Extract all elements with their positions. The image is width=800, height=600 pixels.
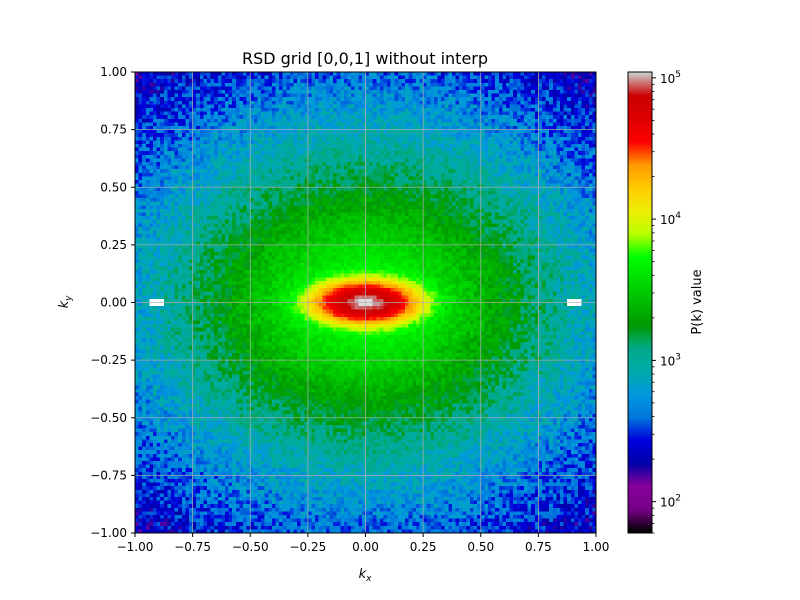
x-tick-label: 1.00 <box>583 540 610 554</box>
y-tick-label: −0.50 <box>90 411 127 425</box>
colorbar: 102 103 104 105 P(k) value <box>627 70 705 534</box>
x-tick-label: 0.75 <box>525 540 552 554</box>
colorbar-tick-label: 104 <box>660 211 681 227</box>
x-tick-label: 0.25 <box>410 540 437 554</box>
x-tick-label: −0.25 <box>289 540 326 554</box>
x-tick-label: −0.50 <box>232 540 269 554</box>
x-axis: −1.00 −0.75 −0.50 −0.25 0.00 0.25 0.50 0.75 1.00 <box>117 533 610 554</box>
y-tick-label: 0.75 <box>100 123 127 137</box>
colorbar-gradient <box>628 72 652 533</box>
colorbar-frame <box>627 71 653 534</box>
y-axis-label-subscript: y <box>64 295 74 302</box>
y-tick-label: −0.25 <box>90 353 127 367</box>
y-axis-label: ky <box>57 295 74 309</box>
colorbar-label: P(k) value <box>690 269 705 334</box>
plot-area <box>134 71 597 534</box>
x-tick-label: 0.00 <box>352 540 379 554</box>
colorbar-tick-label: 102 <box>660 494 681 510</box>
y-tick-label: 0.00 <box>100 296 127 310</box>
x-axis-label: kx <box>359 567 373 584</box>
chart-title: RSD grid [0,0,1] without interp <box>242 49 488 68</box>
y-tick-label: 1.00 <box>100 65 127 79</box>
x-tick-label: −1.00 <box>117 540 154 554</box>
colorbar-tick-label: 103 <box>660 352 681 368</box>
y-axis: 1.00 0.75 0.50 0.25 0.00 −0.25 −0.50 −0.75 −1.00 <box>90 65 135 540</box>
x-axis-label-subscript: x <box>365 574 372 584</box>
colorbar-ticks: 102 103 104 105 <box>652 70 681 534</box>
x-tick-label: 0.50 <box>467 540 494 554</box>
y-tick-label: −0.75 <box>90 468 127 482</box>
colorbar-tick-label: 105 <box>660 70 681 86</box>
y-tick-label: −1.00 <box>90 526 127 540</box>
x-tick-label: −0.75 <box>174 540 211 554</box>
y-tick-label: 0.25 <box>100 238 127 252</box>
y-tick-label: 0.50 <box>100 180 127 194</box>
